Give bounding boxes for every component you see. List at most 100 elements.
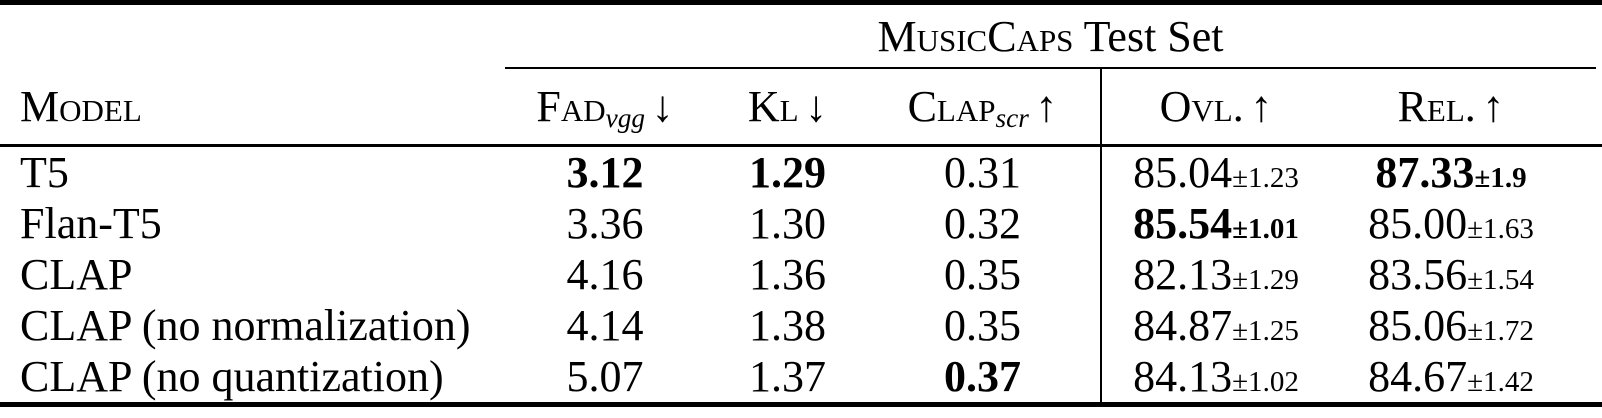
metric-value: 85.54: [1133, 199, 1233, 248]
group-header-spacer: [0, 5, 500, 69]
metric-value: 1.36: [749, 250, 826, 299]
metric-value: 1.30: [749, 199, 826, 248]
header-separator-rule: [0, 144, 1602, 147]
table-row: CLAP (no quantization) 5.07 1.37 0.37 84…: [0, 351, 1602, 402]
group-title-smallcaps: MusicCaps: [877, 11, 1074, 61]
cell-model: CLAP (no normalization): [0, 300, 500, 351]
metric-value: 4.14: [566, 301, 644, 350]
metric-value: 87.33: [1375, 148, 1475, 197]
col-header-clap-subscript: scr: [995, 102, 1029, 133]
up-arrow-icon: ↑: [1482, 82, 1505, 131]
metric-value: 3.12: [566, 148, 644, 197]
cell-rel: 85.06±1.72: [1330, 300, 1602, 351]
cell-clap: 0.35: [865, 300, 1100, 351]
cell-kl: 1.30: [710, 198, 865, 249]
col-header-fad: Fadvgg ↓: [500, 69, 710, 144]
cell-ovl: 84.87±1.25: [1100, 300, 1330, 351]
up-arrow-icon: ↑: [1250, 82, 1273, 131]
metric-value: 5.07: [566, 352, 644, 401]
metric-std: ±1.23: [1232, 162, 1299, 194]
col-header-clap: Clapscr ↑: [865, 69, 1100, 144]
column-header-row: Model Fadvgg ↓ Kl ↓ Clapscr ↑ Ovl. ↑ Rel. ↑: [0, 69, 1602, 144]
up-arrow-icon: ↑: [1035, 81, 1058, 131]
metric-value: 84.87: [1133, 301, 1233, 350]
metric-value: 82.13: [1133, 250, 1233, 299]
bottom-rule: [0, 402, 1602, 407]
cell-model: Flan-T5: [0, 198, 500, 249]
cell-fad: 3.36: [500, 198, 710, 249]
metric-std: ±1.42: [1467, 366, 1534, 398]
down-arrow-icon: ↓: [805, 82, 828, 131]
table-row: Flan-T5 3.36 1.30 0.32 85.54±1.01 85.00±…: [0, 198, 1602, 249]
metric-value: 1.37: [749, 352, 826, 401]
col-header-fad-label: Fad: [536, 81, 606, 131]
cell-ovl: 85.54±1.01: [1100, 198, 1330, 249]
cell-clap: 0.35: [865, 249, 1100, 300]
model-name: T5: [20, 148, 69, 197]
table-row: CLAP (no normalization) 4.14 1.38 0.35 8…: [0, 300, 1602, 351]
col-header-kl-label: Kl: [747, 82, 799, 131]
metric-value: 1.38: [749, 301, 826, 350]
model-name: CLAP (no quantization): [20, 352, 444, 401]
metric-std: ±1.9: [1474, 162, 1527, 194]
metric-std: ±1.63: [1467, 213, 1534, 245]
cell-model: T5: [0, 147, 500, 198]
col-header-rel: Rel. ↑: [1330, 69, 1602, 144]
metric-value: 0.32: [944, 199, 1021, 248]
cell-rel: 84.67±1.42: [1330, 351, 1602, 402]
col-header-ovl: Ovl. ↑: [1100, 69, 1330, 144]
table-row: T5 3.12 1.29 0.31 85.04±1.23 87.33±1.9: [0, 147, 1602, 198]
cell-clap: 0.32: [865, 198, 1100, 249]
cell-rel: 85.00±1.63: [1330, 198, 1602, 249]
cell-rel: 83.56±1.54: [1330, 249, 1602, 300]
col-header-clap-label: Clap: [907, 81, 996, 131]
down-arrow-icon: ↓: [651, 81, 674, 131]
metric-std: ±1.54: [1467, 264, 1534, 296]
cell-kl: 1.29: [710, 147, 865, 198]
metric-value: 0.37: [944, 352, 1021, 401]
cell-ovl: 84.13±1.02: [1100, 351, 1330, 402]
cell-fad: 5.07: [500, 351, 710, 402]
metric-value: 85.04: [1133, 148, 1233, 197]
cell-rel: 87.33±1.9: [1330, 147, 1602, 198]
metric-value: 4.16: [566, 250, 644, 299]
metric-value: 84.13: [1133, 352, 1233, 401]
metric-value: 83.56: [1368, 250, 1468, 299]
group-title: MusicCaps Test Set: [877, 11, 1223, 62]
cell-ovl: 82.13±1.29: [1100, 249, 1330, 300]
cell-clap: 0.31: [865, 147, 1100, 198]
col-header-model-label: Model: [20, 82, 142, 131]
metric-std: ±1.01: [1232, 213, 1299, 245]
metric-value: 85.06: [1368, 301, 1468, 350]
metric-value: 0.35: [944, 301, 1021, 350]
metric-value: 85.00: [1368, 199, 1468, 248]
metric-value: 0.31: [944, 148, 1021, 197]
cell-model: CLAP (no quantization): [0, 351, 500, 402]
cell-kl: 1.36: [710, 249, 865, 300]
col-header-rel-label: Rel.: [1397, 82, 1476, 131]
cell-ovl: 85.04±1.23: [1100, 147, 1330, 198]
col-header-model: Model: [0, 69, 500, 144]
metric-std: ±1.29: [1232, 264, 1299, 296]
cell-fad: 4.14: [500, 300, 710, 351]
cell-clap: 0.37: [865, 351, 1100, 402]
cell-fad: 3.12: [500, 147, 710, 198]
cell-kl: 1.37: [710, 351, 865, 402]
cell-kl: 1.38: [710, 300, 865, 351]
top-rule: [0, 0, 1602, 5]
group-header-row: MusicCaps Test Set: [0, 5, 1602, 69]
col-header-ovl-label: Ovl.: [1159, 82, 1244, 131]
model-name: Flan-T5: [20, 199, 162, 248]
col-header-fad-subscript: vgg: [605, 102, 646, 133]
table-row: CLAP 4.16 1.36 0.35 82.13±1.29 83.56±1.5…: [0, 249, 1602, 300]
metric-std: ±1.72: [1467, 315, 1534, 347]
metric-value: 0.35: [944, 250, 1021, 299]
metric-std: ±1.02: [1232, 366, 1299, 398]
table-body: T5 3.12 1.29 0.31 85.04±1.23 87.33±1.9 F…: [0, 147, 1602, 402]
group-header-cell: MusicCaps Test Set: [505, 5, 1596, 69]
metric-value: 1.29: [749, 148, 826, 197]
metric-value: 84.67: [1368, 352, 1468, 401]
metric-std: ±1.25: [1232, 315, 1299, 347]
col-header-kl: Kl ↓: [710, 69, 865, 144]
